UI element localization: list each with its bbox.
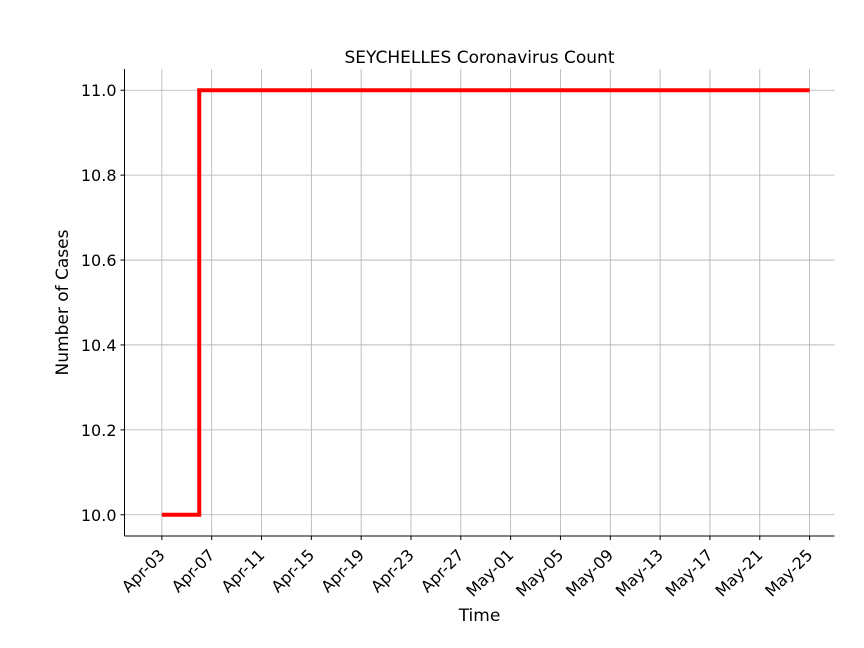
y-tick-label: 10.6 <box>81 251 117 270</box>
series-layer <box>161 88 810 517</box>
x-tick-label: Apr-27 <box>417 545 468 596</box>
x-tick-label: May-13 <box>612 545 667 600</box>
x-tick-label: May-17 <box>662 545 717 600</box>
grid <box>124 69 835 536</box>
x-tick-label: Apr-03 <box>118 545 169 596</box>
x-tick-label: May-01 <box>462 545 517 600</box>
chart-title: SEYCHELLES Coronavirus Count <box>344 48 614 68</box>
x-axis-label: Time <box>458 606 501 626</box>
x-tick-label: Apr-23 <box>367 545 418 596</box>
y-tick-label: 10.4 <box>81 336 117 355</box>
x-tick-label: May-05 <box>512 545 567 600</box>
x-tick-label: Apr-19 <box>317 545 368 596</box>
y-tick-label: 11.0 <box>81 81 117 100</box>
y-axis-label: Number of Cases <box>53 229 73 375</box>
x-tick-label: Apr-07 <box>168 545 219 596</box>
x-tick-label: May-25 <box>761 545 816 600</box>
y-tick-label: 10.8 <box>81 166 117 185</box>
x-tick-label: Apr-11 <box>218 545 269 596</box>
y-tick-label: 10.2 <box>81 421 117 440</box>
x-tick-label: May-21 <box>711 545 766 600</box>
x-tick-label: May-09 <box>562 545 617 600</box>
x-tick-label: Apr-15 <box>267 545 318 596</box>
series-line-0 <box>161 88 810 517</box>
axes: Apr-03 Apr-07 Apr-11 Apr-15 Apr-19 Apr-23 Apr-… <box>81 69 835 601</box>
y-tick-label: 10.0 <box>81 506 117 525</box>
